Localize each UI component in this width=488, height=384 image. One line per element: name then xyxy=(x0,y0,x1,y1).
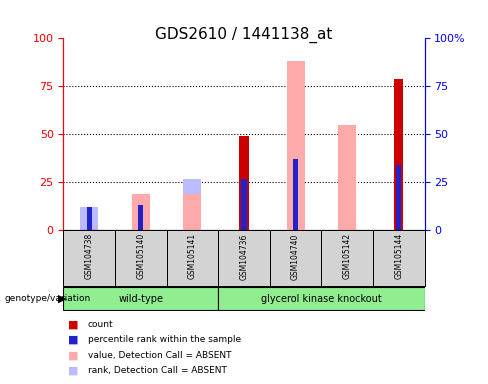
FancyBboxPatch shape xyxy=(373,230,425,286)
Bar xyxy=(183,194,202,230)
Text: ▶: ▶ xyxy=(58,294,66,304)
Text: ■: ■ xyxy=(68,366,79,376)
Bar xyxy=(87,207,92,230)
Bar xyxy=(286,61,305,230)
Bar xyxy=(138,205,143,230)
Text: ■: ■ xyxy=(68,319,79,329)
FancyBboxPatch shape xyxy=(218,287,425,310)
Text: value, Detection Call = ABSENT: value, Detection Call = ABSENT xyxy=(88,351,231,360)
Text: GDS2610 / 1441138_at: GDS2610 / 1441138_at xyxy=(155,27,333,43)
Text: percentile rank within the sample: percentile rank within the sample xyxy=(88,335,241,344)
Bar xyxy=(132,205,150,230)
Text: rank, Detection Call = ABSENT: rank, Detection Call = ABSENT xyxy=(88,366,227,375)
Text: ■: ■ xyxy=(68,335,79,345)
FancyBboxPatch shape xyxy=(218,230,270,286)
Bar xyxy=(242,179,246,230)
Bar xyxy=(80,207,98,230)
Text: GSM105144: GSM105144 xyxy=(394,233,403,280)
Bar xyxy=(132,194,150,230)
Text: GSM104738: GSM104738 xyxy=(85,233,94,280)
Bar xyxy=(293,159,298,230)
Text: ■: ■ xyxy=(68,350,79,360)
FancyBboxPatch shape xyxy=(270,230,322,286)
Text: wild-type: wild-type xyxy=(118,293,163,304)
Text: GSM105142: GSM105142 xyxy=(343,233,352,279)
Bar xyxy=(338,179,356,230)
FancyBboxPatch shape xyxy=(63,230,115,286)
Text: GSM105141: GSM105141 xyxy=(188,233,197,279)
Bar xyxy=(338,125,356,230)
Bar xyxy=(394,79,404,230)
Text: glycerol kinase knockout: glycerol kinase knockout xyxy=(261,293,382,304)
FancyBboxPatch shape xyxy=(322,230,373,286)
Text: GSM104736: GSM104736 xyxy=(240,233,248,280)
Bar xyxy=(396,165,401,230)
FancyBboxPatch shape xyxy=(166,230,218,286)
Text: GSM105140: GSM105140 xyxy=(136,233,145,280)
Bar xyxy=(183,179,202,230)
Text: GSM104740: GSM104740 xyxy=(291,233,300,280)
Text: genotype/variation: genotype/variation xyxy=(5,294,91,303)
Bar xyxy=(239,136,249,230)
Text: count: count xyxy=(88,320,114,329)
FancyBboxPatch shape xyxy=(63,287,218,310)
Bar xyxy=(286,159,305,230)
FancyBboxPatch shape xyxy=(115,230,166,286)
